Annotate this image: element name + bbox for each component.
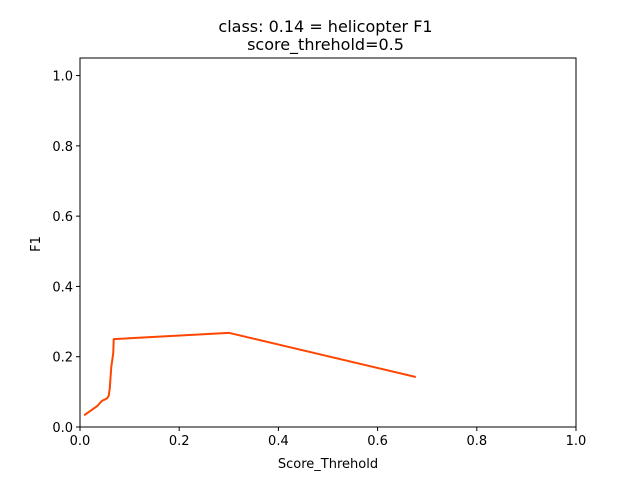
y-tick-label: 1.0 xyxy=(52,70,73,85)
axes-frame xyxy=(79,57,577,428)
y-tick-label: 0.0 xyxy=(52,421,73,436)
x-axis-label: Score_Threhold xyxy=(278,457,378,472)
y-tick-label: 0.8 xyxy=(52,140,73,155)
chart-subtitle: score_threhold=0.5 xyxy=(247,35,404,55)
chart-title: class: 0.14 = helicopter F1 xyxy=(218,17,432,36)
x-tick-label: 0.8 xyxy=(466,434,487,449)
x-tick-label: 0.0 xyxy=(70,434,91,449)
x-tick-label: 0.6 xyxy=(367,434,388,449)
y-tick-label: 0.2 xyxy=(52,351,73,366)
y-tick-label: 0.6 xyxy=(52,210,73,225)
plot-area: 0.0 0.2 0.4 0.6 0.8 1.0 0.0 0.2 0.4 0.6 0.8 1.0 xyxy=(52,57,587,449)
x-tick-label: 0.2 xyxy=(169,434,190,449)
x-tick-label: 1.0 xyxy=(566,434,587,449)
y-axis-label: F1 xyxy=(29,236,44,252)
series-line-0 xyxy=(83,331,417,417)
x-tick-label: 0.4 xyxy=(268,434,289,449)
y-tick-label: 0.4 xyxy=(52,280,73,295)
